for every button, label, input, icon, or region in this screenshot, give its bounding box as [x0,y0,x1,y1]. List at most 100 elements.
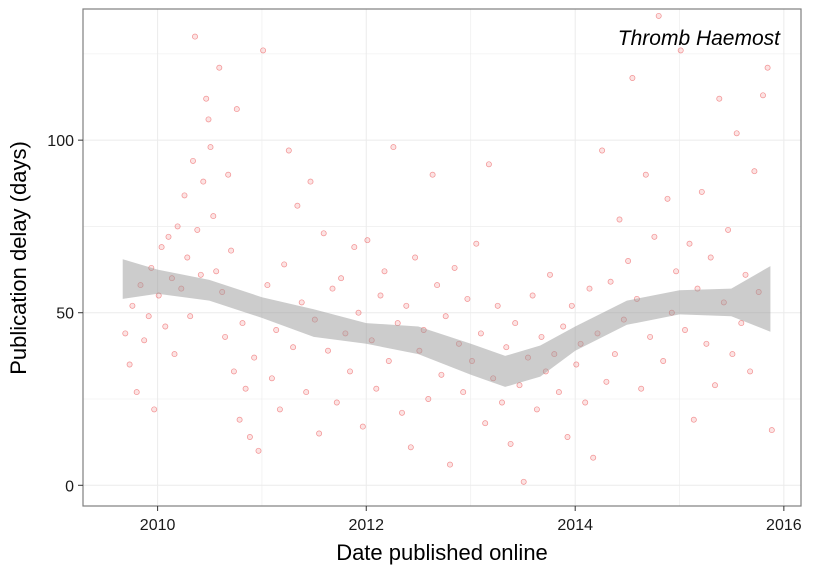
scatter-point [329,285,336,292]
scatter-point [438,371,445,378]
y-tick-label: 50 [56,306,74,323]
scatter-point [165,233,172,240]
scatter-point [239,320,246,327]
scatter-point [126,361,133,368]
scatter-point [228,247,235,254]
scatter-point [184,254,191,261]
scatter-point [210,213,217,220]
scatter-point [520,478,527,485]
scatter-point [290,344,297,351]
scatter-point [194,226,201,233]
scatter-point [677,47,684,54]
scatter-point [133,389,140,396]
scatter-point [629,75,636,81]
scatter-point [529,292,536,299]
scatter-point [703,340,710,347]
scatter-point [707,254,714,261]
scatter-point [751,168,758,175]
scatter-point [442,313,449,320]
scatter-point [764,64,771,71]
scatter-point [686,240,693,247]
scatter-point [660,358,667,364]
scatter-point [651,233,658,240]
scatter-point [316,430,323,437]
scatter-point [460,389,467,396]
x-axis-title: Date published online [336,540,548,565]
scatter-point [303,389,310,396]
scatter-point [394,320,401,327]
scatter-point [251,354,258,361]
scatter-point [747,368,754,375]
scatter-point [192,33,198,40]
scatter-point [447,461,453,468]
scatter-point [603,378,610,385]
scatter-point [642,171,649,178]
scatter-point [573,361,580,368]
scatter-point [242,385,249,392]
scatter-point [655,12,662,19]
scatter-point [712,382,718,389]
scatter-point [738,320,745,327]
panel-background [83,9,801,506]
scatter-point [129,302,136,309]
scatter-point [599,147,606,154]
scatter-point [260,47,267,54]
scatter-point [307,178,314,185]
scatter-point [403,302,410,309]
scatter-point [222,333,229,340]
scatter-point [200,178,207,185]
scatter-point [742,271,749,278]
scatter-point [364,237,371,244]
scatter-point [425,396,432,402]
scatter-point [673,268,680,275]
scatter-point [187,313,194,320]
scatter-point [485,161,492,168]
scatter-point [216,64,223,71]
scatter-point [174,223,181,230]
scatter-point [377,292,384,299]
scatter-point [381,268,388,275]
scatter-point [482,420,489,427]
scatter-point [390,144,397,151]
scatter-point [197,271,204,278]
scatter-point [582,399,589,406]
scatter-point [320,230,327,237]
x-tick-label: 2016 [766,517,802,534]
scatter-point [207,144,214,151]
scatter-point [499,399,505,406]
scatter-point [264,282,271,289]
scatter-point [607,278,614,285]
scatter-point [451,264,458,271]
scatter-point [141,337,148,344]
x-axis: 2010 2012 2014 2016 [140,506,802,534]
y-axis-title: Publication delay (days) [6,141,31,375]
scatter-point [338,275,345,282]
scatter-point [351,244,358,251]
scatter-point [355,309,362,316]
scatter-point [230,368,237,375]
scatter-point [281,261,288,268]
scatter-point [733,130,740,137]
scatter-point [285,147,292,154]
scatter-point [412,254,419,261]
scatter-point [151,406,158,413]
scatter-point [273,327,280,333]
scatter-point [538,333,545,340]
scatter-point [347,368,353,375]
panel-border [82,8,802,507]
scatter-point [533,406,540,413]
scatter-point [233,106,240,113]
smooth-confidence-band [122,259,771,387]
scatter-point [555,389,562,396]
scatter-point [434,282,441,289]
scatter-point [494,302,501,309]
scatter-point [359,423,366,430]
scatter-point [333,399,340,406]
scatter-point [568,302,575,309]
scatter-point [473,240,480,247]
scatter-point [225,171,232,178]
scatter-point [690,416,697,423]
scatter-point [638,385,645,392]
scatter-point [325,347,331,354]
